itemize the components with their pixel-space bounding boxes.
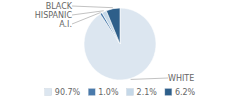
legend-swatch bbox=[88, 89, 95, 96]
legend-swatch bbox=[127, 89, 134, 96]
slices bbox=[84, 8, 156, 80]
legend-label: 6.2% bbox=[175, 88, 196, 97]
legend-label: 2.1% bbox=[137, 88, 158, 97]
slice-label: HISPANIC bbox=[35, 11, 73, 20]
legend-swatch bbox=[165, 89, 172, 96]
legend-label: 1.0% bbox=[98, 88, 119, 97]
chart: BLACKHISPANICA.I. WHITE 90.7% 1.0% 2.1% 6.2% bbox=[0, 0, 240, 100]
leader-line bbox=[131, 78, 168, 79]
pie-slice bbox=[84, 8, 156, 80]
slice-label: WHITE bbox=[168, 74, 194, 83]
legend: 90.7% 1.0% 2.1% 6.2% bbox=[45, 88, 196, 97]
slice-labels: BLACKHISPANICA.I. WHITE bbox=[35, 2, 194, 83]
pie-slice bbox=[106, 8, 120, 44]
leader-line bbox=[72, 13, 101, 24]
leader-line bbox=[72, 6, 113, 8]
legend-label: 90.7% bbox=[55, 88, 81, 97]
slice-label: BLACK bbox=[46, 2, 73, 11]
slice-label: A.I. bbox=[59, 20, 72, 29]
legend-swatch bbox=[45, 89, 52, 96]
